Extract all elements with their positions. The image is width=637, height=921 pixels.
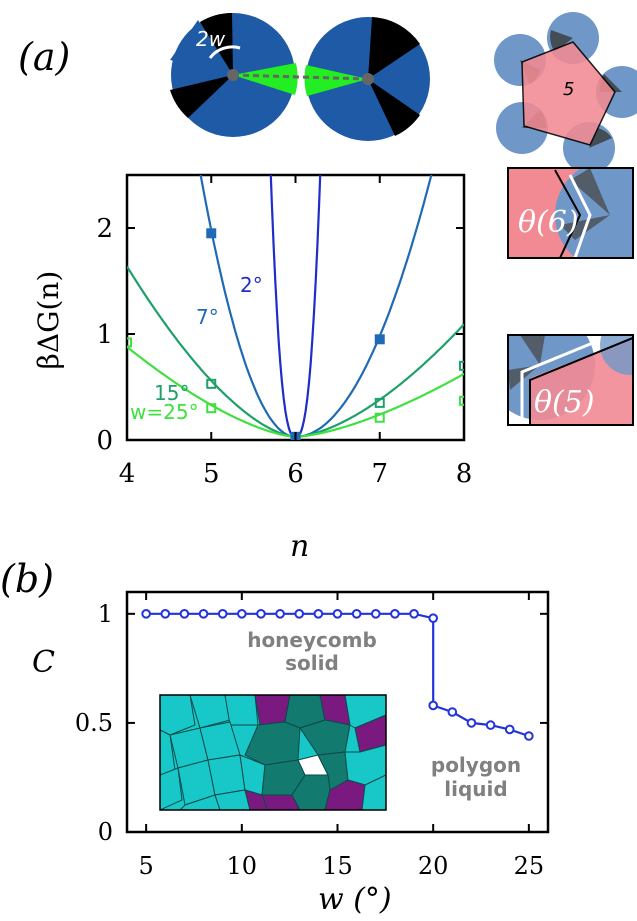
panel-a-label: (a) bbox=[18, 35, 70, 79]
series-label-25: w=25° bbox=[130, 400, 199, 424]
chart-a-xtick-label: 6 bbox=[287, 459, 304, 489]
chart-b-point bbox=[198, 609, 209, 619]
chart-a-ticks: 4 5 6 7 8 0 1 2 bbox=[96, 175, 472, 489]
chart-b-point bbox=[237, 609, 247, 619]
chart-b-line bbox=[141, 609, 534, 741]
free-energy-chart: 4 5 6 7 8 0 1 2 n βΔG(n) 2° 7° 15° w=25° bbox=[32, 173, 472, 564]
chart-b-point bbox=[370, 609, 381, 619]
pentagon-schematic: 5 bbox=[494, 12, 637, 174]
chart-b-point bbox=[179, 609, 190, 619]
chart-a-xtick-label: 5 bbox=[203, 459, 220, 489]
chart-b-ylabel: C bbox=[32, 645, 55, 680]
chart-a-marker bbox=[206, 403, 217, 414]
chart-b-xtick-label: 5 bbox=[138, 852, 153, 880]
chart-b-ytick-label: 0.5 bbox=[75, 709, 113, 737]
chart-a-marker bbox=[127, 337, 132, 348]
chart-b-xtick-label: 25 bbox=[514, 852, 545, 880]
inset-theta-5-label: θ(5) bbox=[534, 385, 595, 420]
pentagon-label: 5 bbox=[563, 79, 574, 100]
series-label-2: 2° bbox=[240, 273, 263, 297]
chart-a-marker bbox=[459, 395, 464, 406]
chart-b-point bbox=[256, 609, 266, 619]
chart-b-point bbox=[160, 609, 171, 619]
chart-b-point bbox=[351, 609, 362, 619]
annotation-liquid: liquid bbox=[444, 777, 507, 801]
chart-b-point bbox=[409, 609, 419, 619]
annotation-solid: solid bbox=[285, 651, 339, 675]
chart-a-marker bbox=[374, 397, 385, 408]
panel-b-label: (b) bbox=[0, 557, 54, 601]
chart-a-xtick-label: 7 bbox=[371, 459, 388, 489]
tiling-inset bbox=[159, 694, 387, 811]
chart-b-ytick-label: 1 bbox=[98, 600, 113, 628]
chart-b-point bbox=[524, 731, 534, 741]
chart-b-point bbox=[428, 700, 438, 711]
patch-width-label: 2w bbox=[196, 27, 226, 51]
chart-a-xtick-label: 4 bbox=[119, 459, 136, 489]
chart-b-point bbox=[428, 613, 438, 623]
chart-b-point bbox=[485, 720, 496, 730]
chart-b-series-line bbox=[146, 612, 530, 738]
order-parameter-chart: 5 10 15 20 25 0 0.5 1 w (°) C honeycomb solid p… bbox=[32, 590, 550, 917]
chart-a-ylabel: βΔG(n) bbox=[32, 271, 65, 370]
chart-b-point bbox=[313, 609, 324, 619]
chart-a-ytick-label: 2 bbox=[96, 214, 113, 244]
annotation-polygon: polygon bbox=[431, 753, 521, 777]
chart-b-point bbox=[294, 609, 305, 619]
inset-theta-5: θ(5) bbox=[507, 334, 634, 426]
annotation-honeycomb: honeycomb bbox=[247, 628, 377, 652]
chart-a-ytick-label: 0 bbox=[96, 426, 113, 456]
series-label-7: 7° bbox=[196, 305, 219, 329]
chart-b-xtick-label: 20 bbox=[418, 852, 449, 880]
chart-b-point bbox=[275, 609, 285, 619]
chart-a-xlabel: n bbox=[290, 529, 309, 564]
chart-b-point bbox=[217, 609, 228, 619]
chart-b-xtick-label: 10 bbox=[227, 852, 258, 880]
chart-a-marker bbox=[374, 334, 385, 345]
chart-b-xlabel: w (°) bbox=[318, 882, 392, 917]
chart-a-marker bbox=[374, 412, 385, 423]
chart-a-marker bbox=[206, 378, 217, 389]
chart-a-marker bbox=[459, 360, 464, 371]
chart-b-ticks: 5 10 15 20 25 0 0.5 1 bbox=[75, 592, 548, 880]
chart-a-xtick-label: 8 bbox=[456, 459, 473, 489]
chart-a-marker bbox=[206, 228, 217, 239]
chart-b-xtick-label: 15 bbox=[322, 852, 353, 880]
chart-b-ytick-label: 0 bbox=[98, 818, 113, 846]
chart-b-point bbox=[466, 718, 477, 728]
series-label-15: 15° bbox=[154, 381, 189, 405]
chart-a-ytick-label: 1 bbox=[96, 320, 113, 350]
chart-b-point bbox=[504, 724, 515, 735]
chart-b-point bbox=[390, 609, 400, 619]
inset-theta-6: θ(6) bbox=[507, 167, 634, 259]
chart-b-point bbox=[141, 609, 151, 619]
patchy-particle-schematic: 2w bbox=[170, 13, 430, 141]
inset-theta-6-label: θ(6) bbox=[518, 205, 579, 240]
chart-b-point bbox=[332, 609, 343, 619]
chart-b-point bbox=[447, 707, 458, 717]
